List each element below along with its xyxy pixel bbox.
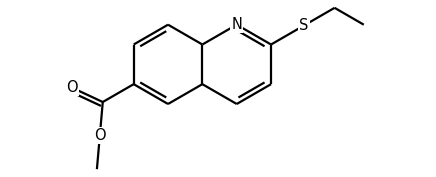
Text: S: S xyxy=(299,18,308,33)
Text: O: O xyxy=(66,80,78,95)
Text: N: N xyxy=(231,17,242,32)
Text: O: O xyxy=(94,128,106,143)
